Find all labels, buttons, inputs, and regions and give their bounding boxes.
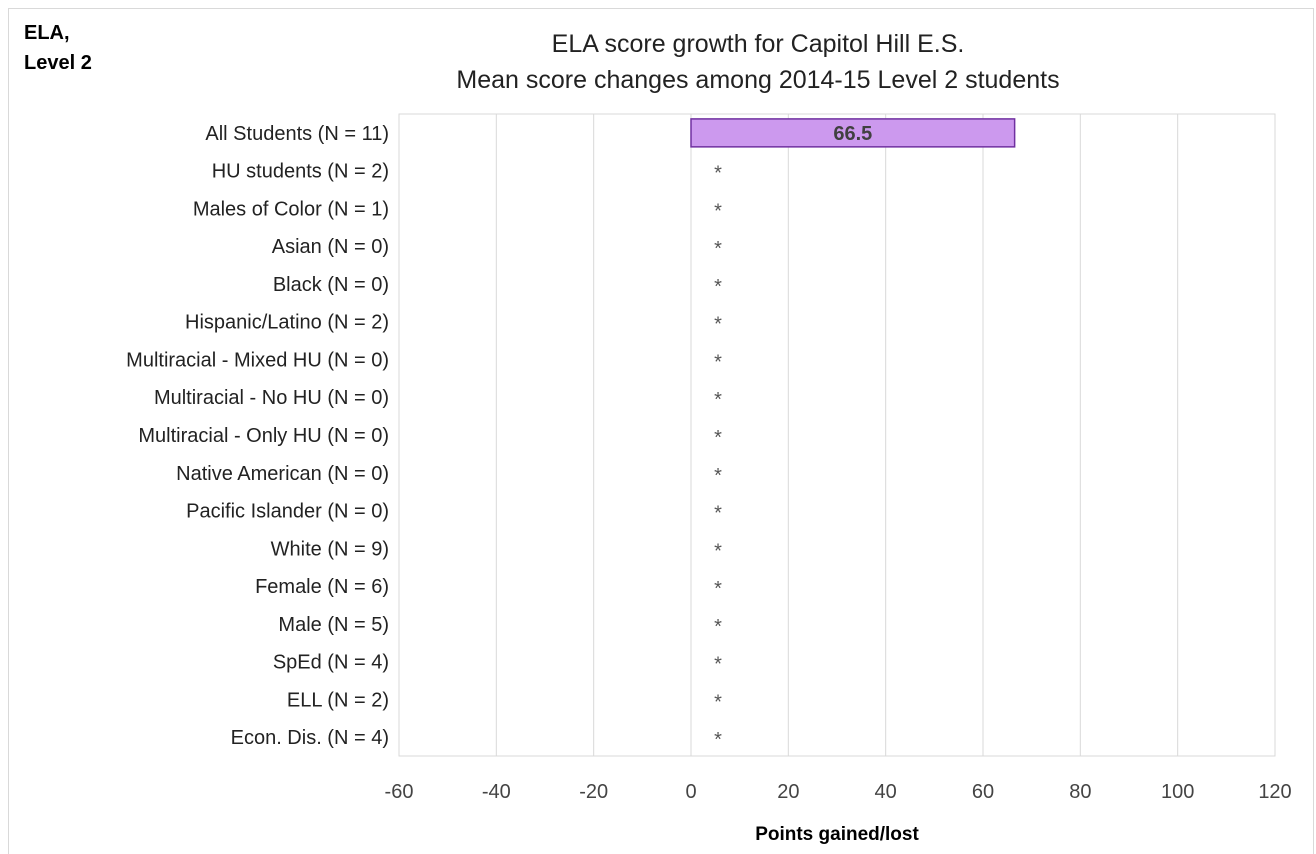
category-label: Black (N = 0) — [273, 274, 389, 296]
category-label: SpEd (N = 4) — [273, 652, 389, 674]
suppressed-marker: * — [714, 465, 722, 487]
x-tick-label: 0 — [685, 781, 696, 803]
x-axis-title: Points gained/lost — [755, 824, 919, 845]
x-tick-label: 120 — [1258, 781, 1291, 803]
plot-area-border — [398, 113, 1276, 757]
x-tick-label: -40 — [482, 781, 511, 803]
x-tick-label: 80 — [1069, 781, 1091, 803]
bars: 66.5 * * * * * * * * * * * * * * * * — [690, 118, 1016, 751]
category-label: ELL (N = 2) — [287, 689, 389, 711]
corner-label-line-2: Level 2 — [24, 52, 92, 74]
x-tick-label: 40 — [875, 781, 897, 803]
chart-title-line-2: Mean score changes among 2014-15 Level 2… — [456, 66, 1060, 94]
suppressed-marker: * — [714, 314, 722, 336]
category-label: Males of Color (N = 1) — [193, 198, 389, 220]
suppressed-marker: * — [714, 578, 722, 600]
suppressed-marker: * — [714, 540, 722, 562]
category-label: Male (N = 5) — [278, 614, 389, 636]
x-tick-label: 20 — [777, 781, 799, 803]
category-label: Female (N = 6) — [255, 576, 389, 598]
category-label: Pacific Islander (N = 0) — [186, 501, 389, 523]
category-label: Hispanic/Latino (N = 2) — [185, 312, 389, 334]
suppressed-marker: * — [714, 616, 722, 638]
suppressed-marker: * — [714, 729, 722, 751]
x-tick-label: 60 — [972, 781, 994, 803]
category-label: Econ. Dis. (N = 4) — [231, 727, 389, 749]
suppressed-marker: * — [714, 654, 722, 676]
category-label: Multiracial - Only HU (N = 0) — [138, 425, 389, 447]
category-label: Asian (N = 0) — [272, 236, 389, 258]
corner-label: ELA, Level 2 — [24, 18, 92, 78]
chart-frame — [8, 8, 1314, 854]
suppressed-marker: * — [714, 351, 722, 373]
corner-label-line-1: ELA, — [24, 22, 70, 44]
suppressed-marker: * — [714, 163, 722, 185]
suppressed-marker: * — [714, 427, 722, 449]
bar-data-label: 66.5 — [833, 123, 872, 145]
chart-title-line-1: ELA score growth for Capitol Hill E.S. — [551, 30, 965, 58]
category-label: Multiracial - No HU (N = 0) — [154, 387, 389, 409]
suppressed-marker: * — [714, 389, 722, 411]
bar — [690, 118, 1016, 148]
gridlines — [398, 114, 1276, 756]
suppressed-marker: * — [714, 503, 722, 525]
category-label: HU students (N = 2) — [212, 161, 389, 183]
x-tick-label: -60 — [385, 781, 414, 803]
x-tick-label: -20 — [579, 781, 608, 803]
x-tick-label: 100 — [1161, 781, 1194, 803]
suppressed-marker: * — [714, 200, 722, 222]
category-label: White (N = 9) — [271, 538, 389, 560]
category-label: Native American (N = 0) — [176, 463, 389, 485]
suppressed-marker: * — [714, 276, 722, 298]
chart-title: ELA score growth for Capitol Hill E.S. M… — [200, 26, 1316, 98]
suppressed-marker: * — [714, 238, 722, 260]
suppressed-marker: * — [714, 691, 722, 713]
category-label: Multiracial - Mixed HU (N = 0) — [126, 349, 389, 371]
category-labels: All Students (N = 11) HU students (N = 2)… — [126, 123, 389, 749]
category-label: All Students (N = 11) — [205, 123, 389, 145]
tick-labels: -60 -40 -20 0 20 40 60 80 100 120 — [385, 781, 1292, 803]
